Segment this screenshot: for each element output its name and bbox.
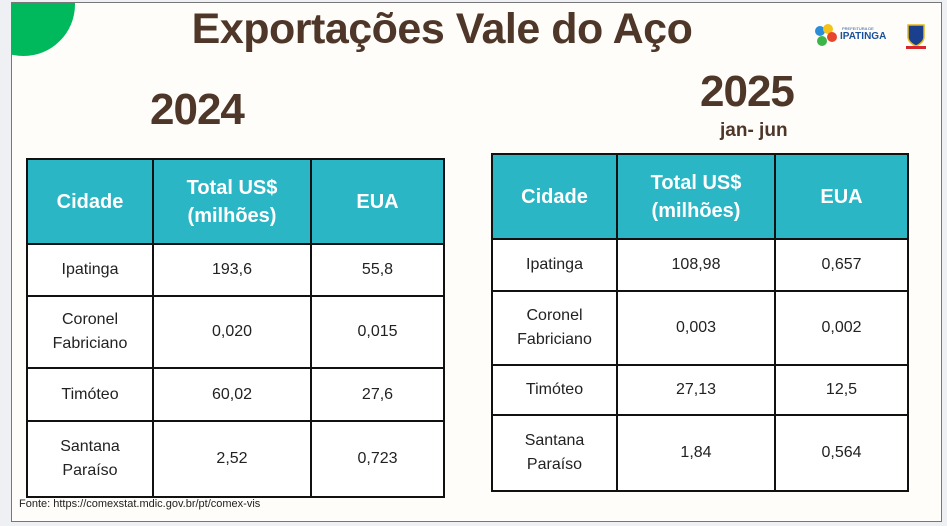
header-cidade: Cidade: [26, 158, 154, 245]
cell: 0,723: [310, 420, 445, 498]
cell: Coronel Fabriciano: [26, 295, 154, 369]
cell: 55,8: [310, 243, 445, 297]
cell: Santana Paraíso: [491, 414, 618, 492]
table-row: Ipatinga 108,98 0,657: [491, 238, 909, 292]
table-row: Coronel Fabriciano 0,020 0,015: [26, 295, 445, 369]
cell: 0,564: [774, 414, 909, 492]
period-label: jan- jun: [720, 120, 788, 141]
table-row: Coronel Fabriciano 0,003 0,002: [491, 290, 909, 366]
cell: 60,02: [152, 367, 312, 422]
header-eua: EUA: [310, 158, 445, 245]
cell: 1,84: [616, 414, 776, 492]
cell: 27,13: [616, 364, 776, 416]
year-2024: 2024: [150, 85, 245, 134]
cell: 0,657: [774, 238, 909, 292]
cell: 0,002: [774, 290, 909, 366]
cell: 0,015: [310, 295, 445, 369]
cell: Timóteo: [26, 367, 154, 422]
table-row: Timóteo 60,02 27,6: [26, 367, 445, 422]
table-header: Cidade Total US$ (milhões) EUA: [491, 153, 909, 240]
cell: Timóteo: [491, 364, 618, 416]
decorative-circle: [12, 3, 75, 56]
table-header: Cidade Total US$ (milhões) EUA: [26, 158, 445, 245]
cell: Ipatinga: [491, 238, 618, 292]
cell: 108,98: [616, 238, 776, 292]
cell: Santana Paraíso: [26, 420, 154, 498]
cell: Ipatinga: [26, 243, 154, 297]
cell: 0,003: [616, 290, 776, 366]
table-2024: Cidade Total US$ (milhões) EUA Ipatinga 1…: [26, 158, 445, 498]
page-title: Exportações Vale do Aço: [191, 5, 693, 53]
table-row: Santana Paraíso 1,84 0,564: [491, 414, 909, 492]
header-eua: EUA: [774, 153, 909, 240]
header-cidade: Cidade: [491, 153, 618, 240]
table-2025: Cidade Total US$ (milhões) EUA Ipatinga 1…: [491, 153, 909, 492]
cell: 193,6: [152, 243, 312, 297]
source-note: Fonte: https://comexstat.mdic.gov.br/pt/…: [19, 498, 261, 510]
year-2025: 2025: [700, 67, 795, 116]
cell: 27,6: [310, 367, 445, 422]
cell: 12,5: [774, 364, 909, 416]
ipatinga-logo: PREFEITURA DE IPATINGA: [815, 24, 926, 49]
header-total: Total US$ (milhões): [616, 153, 776, 240]
svg-text:PREFEITURA DE: PREFEITURA DE: [842, 26, 874, 31]
cell: 2,52: [152, 420, 312, 498]
svg-text:IPATINGA: IPATINGA: [840, 31, 886, 42]
table-row: Santana Paraíso 2,52 0,723: [26, 420, 445, 498]
cell: 0,020: [152, 295, 312, 369]
table-row: Timóteo 27,13 12,5: [491, 364, 909, 416]
cell: Coronel Fabriciano: [491, 290, 618, 366]
header-total: Total US$ (milhões): [152, 158, 312, 245]
table-row: Ipatinga 193,6 55,8: [26, 243, 445, 297]
